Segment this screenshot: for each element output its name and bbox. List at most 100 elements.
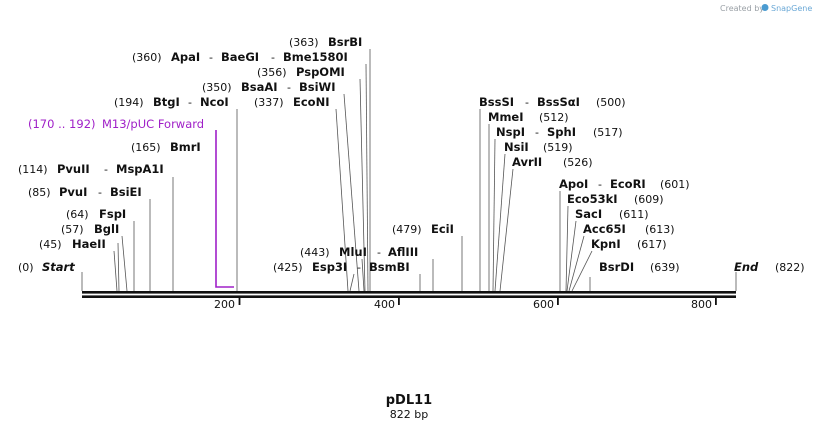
enzyme-bsmbi[interactable]: BsmBI — [369, 260, 410, 274]
site-saci[interactable]: SacI (611) — [575, 207, 649, 221]
site-apai-group[interactable]: (360) ApaI - BaeGI - Bme1580I — [132, 50, 348, 64]
ruler: 200 400 600 800 — [214, 298, 717, 311]
leader-esp3i — [349, 273, 355, 292]
site-leaders — [113, 49, 593, 292]
enzyme-bgli[interactable]: BglI — [94, 222, 119, 236]
site-nspi-group[interactable]: NspI - SphI (517) — [496, 125, 623, 139]
end-pos: (822) — [775, 261, 805, 274]
site-apoi-group[interactable]: ApoI - EcoRI (601) — [559, 177, 690, 191]
leader-haeii — [113, 250, 118, 292]
site-mlui-group[interactable]: (443) MluI - AflIII — [300, 245, 418, 259]
site-eco53ki[interactable]: Eco53kI (609) — [567, 192, 664, 206]
enzyme-bsiwi[interactable]: BsiWI — [299, 80, 336, 94]
enzyme-nspi[interactable]: NspI — [496, 125, 525, 139]
start-pos: (0) — [18, 261, 34, 274]
site-bsrbi[interactable]: (363) BsrBI — [289, 35, 362, 49]
primer-m13-puc-forward[interactable]: (170 .. 192) M13/pUC Forward — [28, 117, 234, 288]
enzyme-mlui[interactable]: MluI — [339, 245, 367, 259]
site-kpni[interactable]: KpnI (617) — [591, 237, 667, 251]
site-pos: (519) — [543, 141, 573, 154]
enzyme-bssalphai[interactable]: BssSαI — [537, 95, 580, 109]
enzyme-separator: - — [209, 51, 213, 64]
enzyme-apai[interactable]: ApaI — [171, 50, 200, 64]
leader-fspi — [121, 235, 128, 292]
primer-name[interactable]: M13/pUC Forward — [102, 117, 204, 131]
enzyme-acc65i[interactable]: Acc65I — [583, 222, 626, 236]
enzyme-bsrdi[interactable]: BsrDI — [599, 260, 634, 274]
enzyme-fspi[interactable]: FspI — [99, 207, 126, 221]
tick-label-200: 200 — [214, 298, 235, 311]
enzyme-mspa1i[interactable]: MspA1I — [116, 162, 164, 176]
enzyme-bsssi[interactable]: BssSI — [479, 95, 514, 109]
enzyme-esp3i[interactable]: Esp3I — [312, 260, 347, 274]
site-bsaai-group[interactable]: (350) BsaAI - BsiWI — [202, 80, 336, 94]
site-pvuii-group[interactable]: (114) PvuII - MspA1I — [18, 162, 164, 176]
enzyme-ncoi[interactable]: NcoI — [200, 95, 229, 109]
site-bsrdi[interactable]: BsrDI (639) — [599, 260, 680, 274]
tick-mark-600 — [557, 298, 559, 305]
site-pos: (337) — [254, 96, 284, 109]
enzyme-bmri[interactable]: BmrI — [170, 140, 201, 154]
primer-pos: (170 .. 192) — [28, 117, 96, 131]
site-pos: (356) — [257, 66, 287, 79]
enzyme-kpni[interactable]: KpnI — [591, 237, 621, 251]
site-fspi[interactable]: (64) FspI — [66, 207, 126, 221]
site-haeii[interactable]: (45) HaeII — [39, 237, 106, 251]
enzyme-afliii[interactable]: AflIII — [388, 245, 418, 259]
site-pos: (85) — [28, 186, 51, 199]
site-pos: (57) — [61, 223, 84, 236]
enzyme-saci[interactable]: SacI — [575, 207, 602, 221]
enzyme-sphi[interactable]: SphI — [547, 125, 576, 139]
leader-eco53ki — [565, 205, 569, 292]
enzyme-mmei[interactable]: MmeI — [488, 110, 524, 124]
enzyme-baegi[interactable]: BaeGI — [221, 50, 259, 64]
enzyme-econi[interactable]: EcoNI — [293, 95, 329, 109]
tick-label-400: 400 — [374, 298, 395, 311]
leader-nspi — [492, 138, 496, 292]
enzyme-separator: - — [525, 96, 529, 109]
enzyme-ecii[interactable]: EciI — [431, 222, 454, 236]
site-econi[interactable]: (337) EcoNI — [254, 95, 329, 109]
site-pos: (425) — [273, 261, 303, 274]
leader-econi — [335, 108, 349, 292]
enzyme-haeii[interactable]: HaeII — [72, 237, 106, 251]
site-pspomi[interactable]: (356) PspOMI — [257, 65, 345, 79]
enzyme-eco53ki[interactable]: Eco53kI — [567, 192, 618, 206]
site-btgi-group[interactable]: (194) BtgI - NcoI — [114, 95, 229, 109]
enzyme-nsii[interactable]: NsiI — [504, 140, 529, 154]
enzyme-avrii[interactable]: AvrII — [512, 155, 542, 169]
enzyme-pvuii[interactable]: PvuII — [57, 162, 90, 176]
site-ecii[interactable]: (479) EciI — [392, 222, 454, 236]
leader-nsii — [494, 153, 506, 292]
site-esp3i-group[interactable]: (425) Esp3I - BsmBI — [273, 260, 410, 274]
site-pos: (617) — [637, 238, 667, 251]
enzyme-bsiei[interactable]: BsiEI — [110, 185, 142, 199]
site-avrii[interactable]: AvrII (526) — [512, 155, 593, 169]
site-nsii[interactable]: NsiI (519) — [504, 140, 573, 154]
enzyme-pvui[interactable]: PvuI — [59, 185, 87, 199]
site-pos: (479) — [392, 223, 422, 236]
enzyme-bme1580i[interactable]: Bme1580I — [283, 50, 348, 64]
end-name: End — [734, 260, 759, 274]
start-name: Start — [42, 260, 75, 274]
site-pos: (64) — [66, 208, 89, 221]
tick-mark-400 — [398, 298, 400, 305]
site-bmri[interactable]: (165) BmrI — [131, 140, 201, 154]
site-bgli[interactable]: (57) BglI — [61, 222, 119, 236]
site-pvui-group[interactable]: (85) PvuI - BsiEI — [28, 185, 142, 199]
site-mmei[interactable]: MmeI (512) — [488, 110, 569, 124]
enzyme-btgi[interactable]: BtgI — [153, 95, 180, 109]
site-pos: (500) — [596, 96, 626, 109]
enzyme-apoi[interactable]: ApoI — [559, 177, 588, 191]
leader-bsaai — [343, 93, 360, 292]
site-bsssi-group[interactable]: BssSI - BssSαI (500) — [479, 95, 626, 109]
site-pos: (165) — [131, 141, 161, 154]
enzyme-bsrbi[interactable]: BsrBI — [328, 35, 362, 49]
tick-mark-200 — [238, 298, 241, 305]
enzyme-bsaai[interactable]: BsaAI — [241, 80, 278, 94]
site-acc65i[interactable]: Acc65I (613) — [583, 222, 675, 236]
enzyme-ecori[interactable]: EcoRI — [610, 177, 646, 191]
enzyme-pspomi[interactable]: PspOMI — [296, 65, 345, 79]
site-pos: (609) — [634, 193, 664, 206]
